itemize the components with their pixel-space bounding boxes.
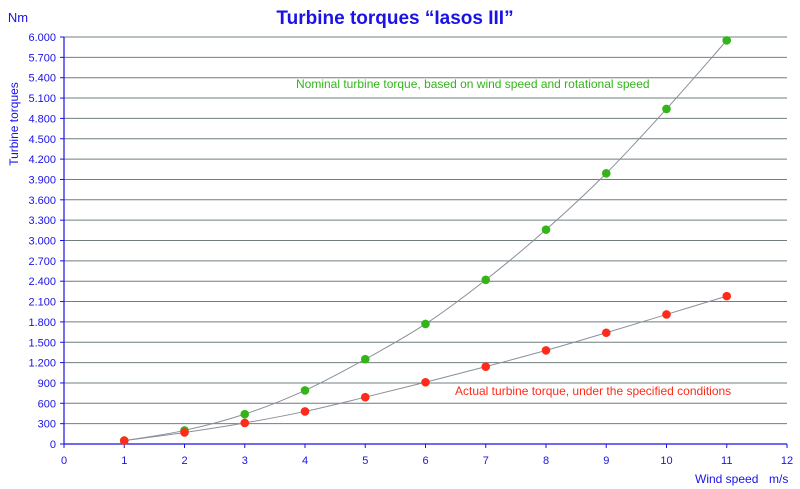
y-axis-unit: Nm (8, 10, 28, 25)
annotation-actual-torque: Actual turbine torque, under the specifi… (455, 384, 731, 398)
y-tick-label: 5.400 (28, 73, 56, 85)
series-0-point (662, 104, 671, 114)
x-tick-label: 8 (543, 455, 549, 467)
tick-labels: 0 300 600 900 1.200 1.500 1.800 2.100 2.400 2.700… (28, 32, 793, 467)
x-tick-label: 6 (422, 455, 428, 467)
y-tick-label: 2.700 (28, 256, 56, 268)
series-1-point (240, 418, 250, 428)
y-tick-label: 300 (38, 419, 56, 431)
series-1-point (601, 328, 611, 338)
y-axis-label: Turbine torques (7, 82, 21, 166)
series-1-point (119, 436, 129, 445)
series-1-point (481, 362, 491, 371)
y-tick-label: 5.100 (28, 93, 56, 105)
x-axis-label: Wind speed (695, 472, 758, 486)
series-1-point (541, 346, 551, 355)
gridlines (64, 36, 787, 425)
series-0-point (421, 319, 430, 329)
series-1-point (360, 392, 370, 402)
data-markers (119, 36, 732, 445)
y-tick-label: 3.600 (28, 195, 56, 207)
series-0-point (360, 354, 370, 364)
y-tick-label: 600 (38, 398, 56, 410)
y-tick-label: 3.300 (28, 215, 56, 227)
y-tick-label: 5.700 (28, 52, 56, 64)
axes (60, 36, 788, 448)
y-tick-label: 3.900 (28, 174, 56, 186)
x-tick-label: 3 (242, 455, 248, 467)
y-tick-label: 6.000 (28, 32, 56, 44)
y-tick-label: 1.500 (28, 337, 56, 349)
y-tick-label: 900 (38, 378, 56, 390)
series-0-point (240, 409, 250, 419)
x-tick-label: 2 (181, 455, 187, 467)
series-0-point (601, 169, 611, 178)
series-1-trend-line (124, 295, 727, 442)
x-tick-label: 4 (302, 455, 308, 467)
series-0-point (481, 275, 491, 285)
x-tick-label: 10 (660, 455, 672, 467)
x-tick-label: 9 (603, 455, 609, 467)
y-tick-label: 1.200 (28, 358, 56, 370)
y-tick-label: 1.800 (28, 317, 56, 329)
series-0-point (300, 386, 310, 395)
x-tick-label: 12 (781, 455, 793, 467)
x-tick-label: 7 (483, 455, 489, 467)
y-tick-label: 2.100 (28, 297, 56, 309)
y-tick-label: 4.200 (28, 154, 56, 166)
series-1-point (722, 291, 732, 301)
y-tick-label: 0 (50, 439, 56, 451)
x-tick-label: 1 (121, 455, 127, 467)
x-tick-label: 5 (362, 455, 368, 467)
x-axis-unit: m/s (769, 472, 788, 486)
series-1-point (300, 407, 310, 416)
series-1-point (662, 310, 671, 319)
chart-title: Turbine torques “Iasos III” (276, 8, 513, 29)
series-0-point (722, 36, 732, 45)
series-1-point (180, 428, 189, 437)
annotation-nominal-torque: Nominal turbine torque, based on wind sp… (296, 77, 650, 91)
x-tick-label: 11 (721, 455, 732, 467)
y-tick-label: 4.800 (28, 113, 56, 125)
y-tick-label: 3.000 (28, 236, 56, 248)
x-tick-label: 0 (61, 455, 67, 467)
series-1-point (421, 377, 430, 387)
y-tick-label: 4.500 (28, 134, 56, 146)
series-0-point (541, 225, 551, 234)
y-tick-label: 2.400 (28, 276, 56, 288)
